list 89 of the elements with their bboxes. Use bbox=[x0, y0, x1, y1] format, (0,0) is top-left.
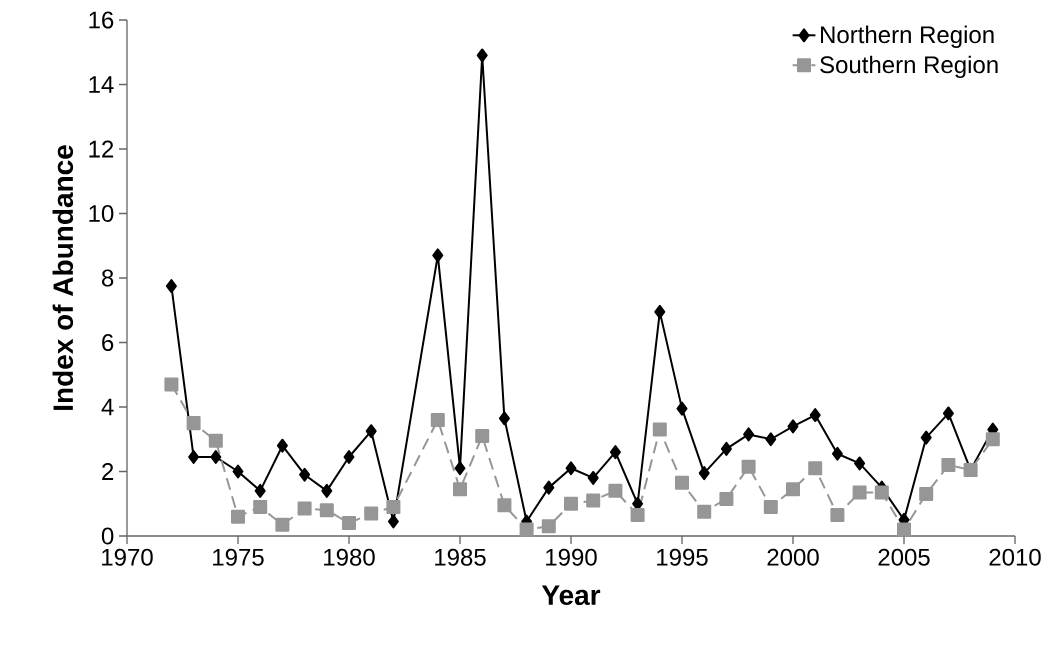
point bbox=[565, 461, 577, 476]
point bbox=[941, 458, 956, 473]
point bbox=[364, 506, 379, 521]
x-tick-label: 1985 bbox=[435, 548, 486, 566]
x-tick-label: 1980 bbox=[324, 548, 375, 566]
y-tick-label: 16 bbox=[89, 11, 114, 29]
point bbox=[188, 449, 200, 464]
point bbox=[231, 509, 245, 524]
point bbox=[830, 508, 845, 523]
point bbox=[608, 483, 623, 498]
point bbox=[432, 248, 444, 263]
point bbox=[165, 279, 177, 294]
point bbox=[321, 483, 333, 498]
point bbox=[497, 498, 512, 513]
y-tick-label: 10 bbox=[89, 204, 114, 222]
point bbox=[765, 432, 777, 447]
point bbox=[254, 483, 266, 498]
point bbox=[387, 514, 399, 529]
y-tick-label: 2 bbox=[102, 463, 114, 480]
point bbox=[874, 485, 889, 500]
point bbox=[697, 504, 712, 519]
point bbox=[942, 406, 954, 421]
point bbox=[475, 429, 490, 444]
point bbox=[808, 461, 823, 476]
x-tick-label: 2010 bbox=[989, 548, 1041, 566]
point bbox=[786, 482, 800, 497]
point bbox=[543, 480, 555, 495]
y-tick-label: 12 bbox=[89, 140, 114, 158]
point bbox=[297, 501, 312, 516]
y-tick-label: 14 bbox=[89, 76, 114, 93]
x-tick-label: 1970 bbox=[102, 548, 153, 566]
point bbox=[630, 508, 645, 523]
point bbox=[208, 433, 223, 448]
point bbox=[675, 475, 690, 490]
point bbox=[652, 422, 667, 437]
point bbox=[276, 438, 288, 453]
point bbox=[386, 499, 401, 514]
point bbox=[210, 449, 222, 464]
point bbox=[586, 493, 601, 508]
point bbox=[787, 419, 799, 434]
point bbox=[343, 449, 355, 464]
y-tick-label: 0 bbox=[101, 527, 114, 545]
point bbox=[743, 427, 755, 442]
point bbox=[476, 48, 488, 63]
x-tick-label: 1990 bbox=[546, 548, 597, 566]
point bbox=[609, 445, 621, 460]
y-axis-title: Index of Abundance bbox=[52, 145, 74, 410]
point bbox=[897, 522, 912, 537]
x-axis-title: Year bbox=[541, 585, 601, 606]
point bbox=[741, 459, 756, 474]
point bbox=[720, 441, 732, 456]
point bbox=[854, 456, 866, 471]
point bbox=[852, 485, 867, 500]
point bbox=[719, 491, 734, 506]
point bbox=[919, 487, 934, 502]
point bbox=[763, 499, 778, 514]
point bbox=[299, 467, 311, 482]
point bbox=[453, 482, 468, 497]
legend-label: Southern Region bbox=[820, 55, 998, 79]
point bbox=[232, 464, 244, 479]
x-tick-label: 2005 bbox=[878, 548, 930, 566]
point bbox=[275, 517, 290, 532]
point bbox=[430, 412, 445, 427]
point bbox=[454, 461, 466, 476]
point bbox=[564, 496, 578, 511]
point bbox=[253, 499, 268, 514]
point bbox=[164, 377, 179, 392]
x-tick-label: 1975 bbox=[213, 548, 264, 566]
point bbox=[342, 516, 356, 531]
point bbox=[541, 519, 556, 534]
point bbox=[809, 408, 821, 423]
point bbox=[676, 401, 688, 416]
point bbox=[365, 424, 377, 439]
x-tick-label: 1995 bbox=[657, 548, 708, 566]
point bbox=[519, 522, 534, 537]
y-tick-label: 6 bbox=[102, 333, 114, 351]
point bbox=[920, 430, 932, 445]
point bbox=[319, 503, 334, 518]
point bbox=[587, 470, 599, 485]
y-tick-label: 8 bbox=[102, 269, 114, 287]
point bbox=[498, 411, 510, 426]
point bbox=[698, 466, 710, 481]
point bbox=[985, 432, 1000, 447]
point bbox=[654, 304, 666, 319]
point bbox=[186, 416, 201, 431]
x-tick-label: 2000 bbox=[767, 548, 819, 566]
y-tick-label: 4 bbox=[101, 398, 114, 416]
point bbox=[831, 446, 843, 461]
legend-label: Northern Region bbox=[821, 25, 994, 48]
